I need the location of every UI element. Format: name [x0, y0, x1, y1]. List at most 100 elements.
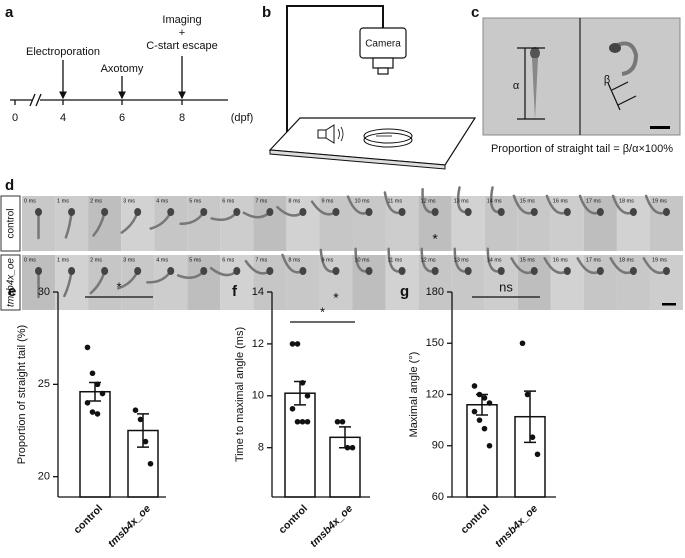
data-point [481, 395, 488, 401]
fish-head [332, 267, 340, 275]
panel-label: d [5, 177, 14, 194]
panel-label: a [5, 4, 14, 21]
frame-time: 12 ms [421, 198, 436, 204]
data-point [147, 460, 154, 467]
frame [583, 255, 617, 310]
fish-head [398, 208, 406, 216]
y-tick-label: 12 [252, 338, 264, 350]
y-axis-label: Proportion of straight tail (%) [16, 325, 28, 464]
frame-time: 2 ms [90, 198, 102, 204]
data-point [289, 341, 296, 347]
frame-time: 13 ms [454, 257, 469, 263]
fish-head [497, 267, 505, 275]
frame-time: 2 ms [90, 257, 102, 263]
data-point [142, 438, 149, 445]
tick-label: 0 [12, 112, 18, 124]
caption: Proportion of straight tail = β/α×100% [491, 143, 673, 155]
frame-time: 9 ms [321, 198, 333, 204]
significance: * [116, 279, 121, 294]
timeline [10, 56, 228, 107]
asterisk: * [333, 290, 339, 306]
setup [268, 5, 477, 170]
fish-head [563, 267, 571, 275]
frame [385, 196, 419, 251]
data-point [471, 408, 478, 415]
fish-head [332, 208, 340, 216]
frame [220, 196, 254, 251]
data-point [486, 442, 493, 449]
frame-time: 14 ms [487, 257, 502, 263]
fish-head [497, 208, 505, 216]
panel-label: b [262, 4, 271, 21]
data-point [486, 400, 493, 406]
asterisk: * [432, 231, 438, 247]
frame-time: 6 ms [222, 257, 234, 263]
fish-head [200, 267, 208, 275]
frame [319, 255, 353, 310]
frame-time: 18 ms [619, 198, 634, 204]
frame [649, 255, 683, 310]
x-tick-label: control [458, 503, 492, 537]
data-point [294, 418, 301, 425]
tick-label: 4 [60, 112, 66, 124]
data-point [294, 341, 301, 347]
fish-head [563, 208, 571, 216]
frame-time: 19 ms [652, 198, 667, 204]
x-tick-label: tmsb4x_oe [493, 502, 540, 549]
frame [55, 196, 89, 251]
frames: control 0 ms 1 ms 2 ms 3 ms 4 ms 5 ms 6 ms 7 ms 8… [0, 186, 683, 311]
frame [253, 196, 287, 251]
frame-time: 7 ms [255, 257, 267, 263]
frame-time: 5 ms [189, 257, 201, 263]
significance: ns [499, 279, 513, 294]
data-point [519, 340, 526, 347]
row-label: tmsb4x_oe [6, 258, 17, 307]
y-tick-label: 20 [38, 471, 50, 483]
significance: * [320, 304, 325, 319]
fish-head [398, 267, 406, 275]
data-point [304, 392, 311, 399]
frame-time: 18 ms [619, 257, 634, 263]
y-tick-label: 14 [252, 286, 264, 298]
row-label-box [0, 195, 21, 252]
data-point [289, 405, 296, 412]
panel-label: g [400, 283, 409, 300]
frame-time: 16 ms [553, 257, 568, 263]
data-point [534, 451, 541, 458]
fish-head [299, 208, 307, 216]
y-tick-label: 30 [38, 286, 50, 298]
data-point [299, 380, 306, 386]
event: C-start escape [146, 40, 218, 52]
fish-head [68, 208, 76, 216]
fish-head [431, 208, 439, 216]
panel-label: e [8, 283, 16, 300]
y-tick-label: 90 [432, 440, 444, 452]
frame-time: 10 ms [355, 257, 370, 263]
frame-time: 4 ms [156, 198, 168, 204]
data-point [524, 391, 531, 398]
frame-time: 8 ms [288, 257, 300, 263]
x-tick-label: tmsb4x_oe [308, 502, 355, 549]
fish-head [68, 267, 76, 275]
frame [88, 255, 122, 310]
frame [583, 196, 617, 251]
data-point [99, 390, 106, 397]
frame-time: 5 ms [189, 198, 201, 204]
error-bar [524, 390, 536, 444]
frame-time: 19 ms [652, 257, 667, 263]
frame [484, 196, 518, 251]
data-point [476, 391, 483, 398]
tail-images [482, 17, 681, 136]
frame [187, 255, 221, 310]
bar [466, 404, 498, 498]
fish-head [365, 208, 373, 216]
frame-time: 6 ms [222, 198, 234, 204]
frame-time: 3 ms [123, 257, 135, 263]
frame [550, 196, 584, 251]
fish-head [35, 267, 43, 275]
frame [319, 196, 353, 251]
fish-head [662, 208, 670, 216]
fish-head [596, 267, 604, 275]
y-tick-label: 25 [38, 378, 50, 390]
tick-label: 6 [119, 112, 125, 124]
